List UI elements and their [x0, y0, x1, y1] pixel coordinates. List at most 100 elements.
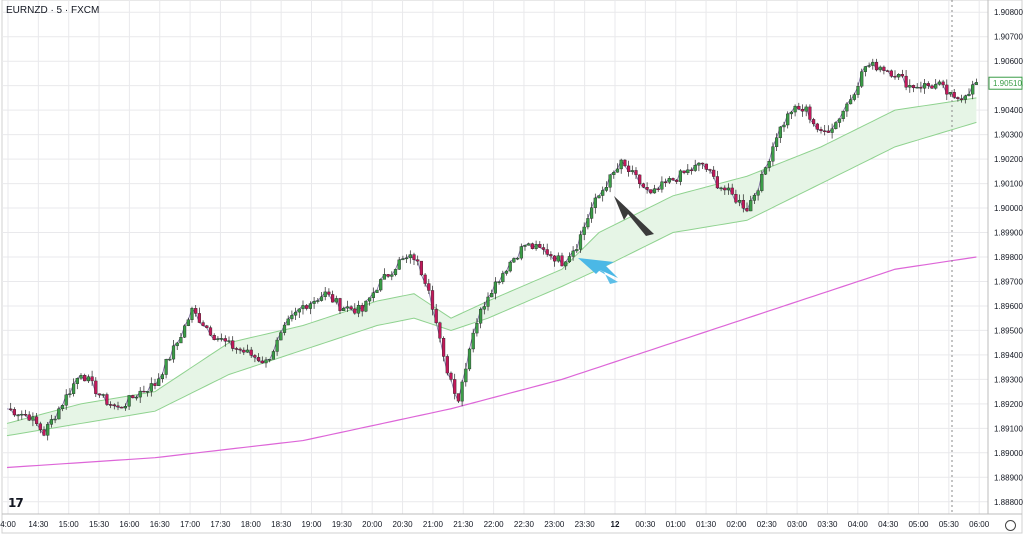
x-tick-label: 04:30 — [878, 520, 899, 529]
candle-body — [205, 325, 209, 328]
candle-body — [697, 162, 701, 166]
candle-body — [948, 92, 953, 95]
y-tick-label: 1.89000 — [994, 449, 1023, 458]
candle-body — [305, 305, 309, 309]
candle-body — [897, 74, 901, 78]
candle-body — [630, 170, 634, 172]
candle-body — [416, 259, 420, 262]
candle-body — [575, 249, 579, 252]
candle-body — [64, 394, 68, 406]
candle-body — [271, 351, 275, 360]
candle-body — [49, 419, 53, 425]
y-tick-label: 1.89800 — [994, 253, 1023, 262]
candle-body — [90, 376, 94, 382]
candle-body — [86, 376, 90, 382]
candle-body — [967, 93, 971, 97]
x-tick-label: 21:00 — [423, 520, 444, 529]
candle-body — [168, 358, 172, 361]
candle-body — [68, 393, 72, 396]
x-tick-label: 06:00 — [969, 520, 990, 529]
ema-band-lower — [6, 121, 977, 437]
x-tick-label: 03:30 — [817, 520, 838, 529]
candle-body — [501, 273, 505, 283]
candle-body — [60, 405, 65, 409]
x-tick-label: 20:00 — [362, 520, 383, 529]
candle-body — [171, 345, 176, 360]
candle-body — [316, 300, 320, 302]
candle-body — [308, 303, 312, 309]
candle-body — [31, 416, 35, 421]
candle-body — [834, 122, 838, 129]
candle-body — [219, 338, 224, 340]
candle-body — [75, 378, 79, 384]
candle-body — [911, 85, 916, 89]
candle-body — [16, 414, 20, 417]
candle-body — [479, 309, 483, 324]
candle-body — [223, 338, 227, 342]
candle-body — [71, 383, 76, 394]
x-tick-label: 05:30 — [939, 520, 960, 529]
candle-body — [763, 167, 768, 175]
settings-icon[interactable] — [1005, 520, 1016, 531]
candle-body — [142, 390, 146, 393]
candle-body — [771, 146, 775, 162]
candle-body — [826, 130, 830, 133]
candle-body — [926, 83, 930, 86]
y-tick-label: 1.88900 — [994, 473, 1023, 482]
candle-body — [427, 283, 431, 291]
signal-arrow — [614, 196, 654, 236]
candle-body — [608, 174, 612, 188]
candle-body — [900, 74, 904, 77]
candle-body — [116, 405, 120, 408]
candle-body — [564, 261, 568, 267]
candle-body — [812, 119, 816, 125]
candle-body — [701, 162, 705, 165]
candle-body — [412, 254, 416, 260]
candle-body — [375, 289, 379, 293]
x-tick-label: 01:00 — [666, 520, 687, 529]
candle-body — [382, 274, 386, 280]
candle-body — [231, 340, 235, 349]
candle-body — [530, 243, 534, 249]
x-tick-label: 04:00 — [848, 520, 869, 529]
x-tick-label: 16:30 — [150, 520, 171, 529]
candle-body — [342, 307, 346, 311]
last-price-label: 1.90510 — [993, 79, 1022, 88]
candle-body — [523, 245, 527, 247]
x-tick-label: 15:30 — [89, 520, 110, 529]
candle-body — [782, 124, 786, 128]
candle-body — [234, 348, 238, 350]
x-tick-label: 16:00 — [119, 520, 140, 529]
candle-body — [338, 298, 342, 311]
y-tick-label: 1.90200 — [994, 155, 1023, 164]
candle-body — [590, 207, 594, 219]
candle-body — [930, 85, 934, 89]
candle-body — [516, 257, 520, 260]
candle-body — [586, 218, 590, 228]
candle-body — [874, 61, 879, 71]
x-tick-label: 15:00 — [59, 520, 80, 529]
candle-body — [275, 339, 279, 352]
candle-body — [160, 374, 164, 380]
candle-body — [823, 130, 827, 132]
candle-body — [553, 255, 557, 262]
candle-body — [390, 274, 394, 277]
candle-body — [889, 70, 893, 77]
candle-body — [442, 338, 446, 357]
candle-body — [582, 226, 586, 235]
candle-body — [804, 106, 808, 112]
candle-body — [327, 291, 331, 295]
candle-body — [9, 408, 13, 411]
candle-body — [79, 375, 83, 379]
candle-body — [408, 254, 412, 259]
slow-moving-average — [6, 256, 977, 469]
candle-body — [756, 190, 760, 196]
candle-body — [353, 308, 357, 314]
candle-body — [512, 258, 516, 263]
candle-body — [667, 178, 671, 183]
candle-body — [786, 113, 790, 126]
candle-body — [401, 258, 405, 261]
candle-body — [419, 260, 423, 276]
